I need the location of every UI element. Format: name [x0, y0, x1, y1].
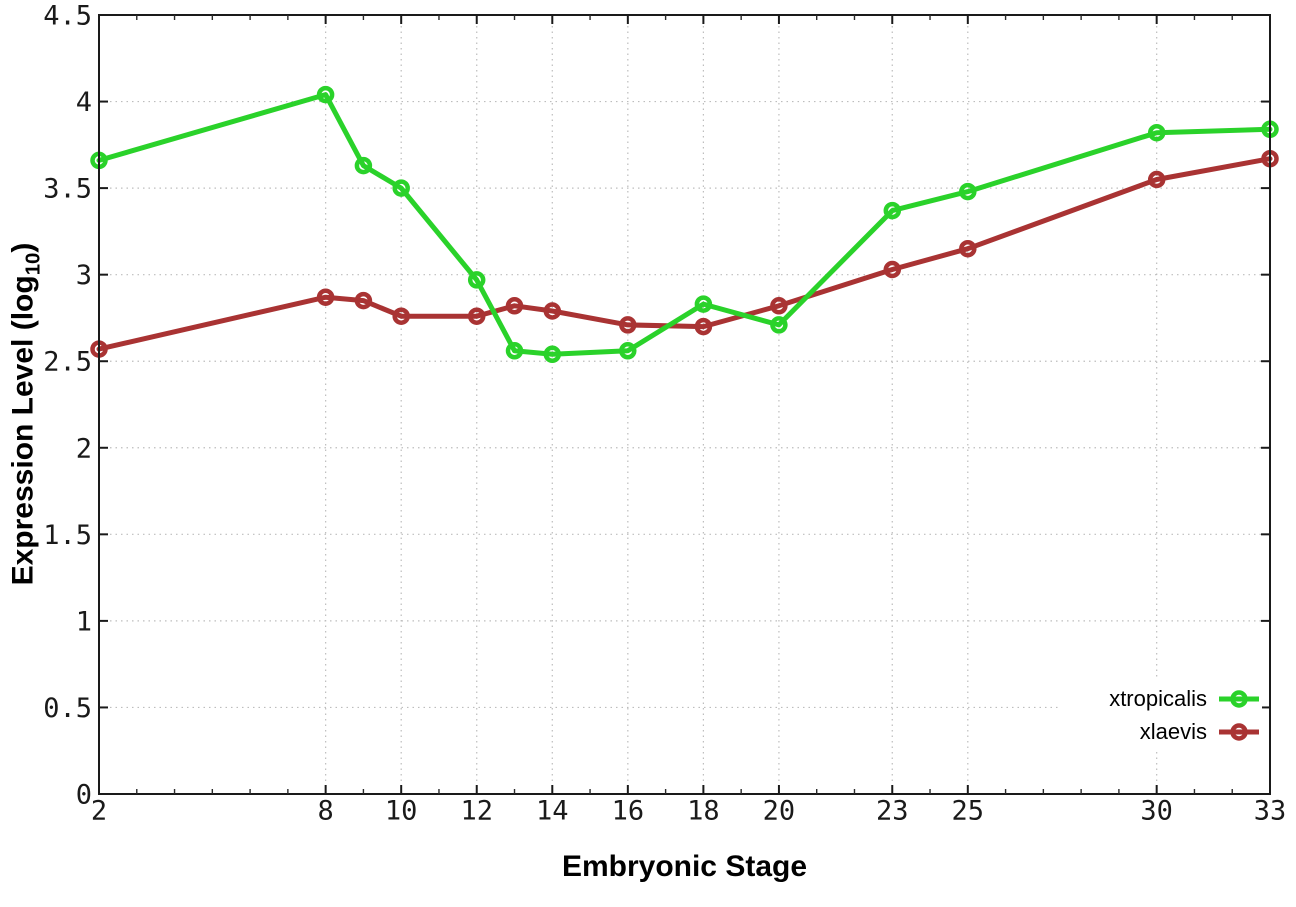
tick-marks — [98, 14, 1271, 795]
y-tick-label-4.5: 4.5 — [43, 1, 92, 32]
x-tick-label-33: 33 — [1254, 796, 1287, 827]
data-point-xlaevis-stage-10 — [392, 307, 410, 325]
y-axis-title-subscript: 10 — [22, 252, 45, 276]
legend-swatch-circle-icon — [1219, 722, 1259, 741]
y-tick-label-2: 2 — [76, 433, 92, 464]
x-tick-labels: 2 8 10 12 14 16 18 20 23 25 30 33 — [91, 796, 1286, 827]
y-tick-label-0.5: 0.5 — [43, 693, 92, 724]
legend: xtropicalis xlaevis — [1095, 682, 1262, 748]
data-point-xlaevis-stage-16 — [619, 316, 637, 334]
data-point-xtropicalis-stage-23 — [883, 201, 902, 220]
x-tick-label-14: 14 — [536, 796, 569, 827]
legend-swatch-circle-icon — [1219, 689, 1259, 708]
data-point-xtropicalis-stage-16 — [619, 342, 637, 360]
data-point-xtropicalis-stage-12 — [467, 271, 486, 289]
data-point-xlaevis-stage-9 — [354, 291, 373, 310]
x-tick-label-8: 8 — [318, 796, 334, 827]
x-tick-label-20: 20 — [763, 796, 796, 827]
y-axis-title-text: Expression Level (log — [6, 275, 40, 586]
y-tick-labels: 0 0.5 1 1.5 2 2.5 3 3.5 4 4.5 — [43, 1, 92, 811]
series-line-xlaevis — [96, 156, 1273, 352]
legend-item-xlaevis: xlaevis — [1140, 715, 1262, 748]
data-point-xlaevis-stage-25 — [959, 239, 977, 258]
x-tick-label-16: 16 — [612, 796, 645, 827]
data-point-xlaevis-stage-13 — [505, 297, 524, 315]
y-axis-title-close: ) — [6, 242, 40, 253]
legend-item-xtropicalis: xtropicalis — [1109, 682, 1262, 715]
data-point-xtropicalis-stage-13 — [505, 342, 524, 360]
y-tick-label-3.5: 3.5 — [43, 174, 92, 205]
series-xlaevis — [90, 149, 1279, 358]
legend-label-xlaevis: xlaevis — [1139, 718, 1207, 744]
plot-border — [98, 14, 1271, 795]
x-tick-label-10: 10 — [385, 796, 418, 827]
y-axis-title: Expression Level (log10) — [7, 243, 46, 586]
data-point-xlaevis-stage-20 — [770, 297, 788, 315]
y-tick-label-4: 4 — [76, 87, 92, 118]
series-xtropicalis — [90, 85, 1279, 364]
data-point-xlaevis-stage-18 — [694, 317, 713, 336]
gridlines — [99, 15, 1270, 794]
series-line-xtropicalis — [96, 92, 1273, 357]
data-point-xtropicalis-stage-14 — [543, 345, 562, 364]
y-tick-label-1: 1 — [76, 606, 92, 637]
y-tick-label-3: 3 — [76, 260, 92, 291]
x-tick-label-12: 12 — [460, 796, 493, 827]
data-point-xlaevis-stage-14 — [543, 302, 562, 320]
data-point-xtropicalis-stage-10 — [392, 179, 410, 197]
x-axis-title: Embryonic Stage — [561, 850, 808, 883]
y-tick-label-0: 0 — [76, 780, 92, 811]
data-point-xlaevis-stage-8 — [316, 288, 335, 306]
x-tick-label-23: 23 — [876, 796, 909, 827]
data-point-xtropicalis-stage-30 — [1147, 123, 1166, 142]
data-point-xtropicalis-stage-20 — [770, 316, 788, 334]
data-point-xtropicalis-stage-18 — [694, 295, 713, 313]
legend-label-xtropicalis: xtropicalis — [1109, 685, 1207, 711]
data-point-xtropicalis-stage-8 — [316, 85, 335, 104]
x-tick-label-25: 25 — [952, 796, 985, 827]
x-tick-label-2: 2 — [91, 796, 107, 827]
y-tick-label-2.5: 2.5 — [43, 347, 92, 378]
x-tick-label-18: 18 — [687, 796, 720, 827]
data-point-xlaevis-stage-23 — [883, 260, 902, 279]
data-point-xtropicalis-stage-9 — [354, 156, 373, 175]
data-point-xtropicalis-stage-25 — [959, 182, 977, 201]
data-point-xlaevis-stage-30 — [1147, 170, 1166, 189]
x-tick-label-30: 30 — [1140, 796, 1173, 827]
data-point-xlaevis-stage-12 — [467, 307, 486, 325]
y-tick-label-1.5: 1.5 — [43, 520, 92, 551]
